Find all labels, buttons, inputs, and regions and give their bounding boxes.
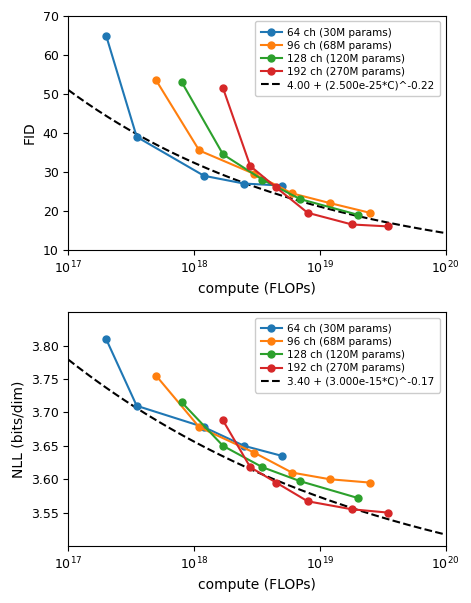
X-axis label: compute (FLOPs): compute (FLOPs) xyxy=(198,578,316,592)
128 ch (120M params) xyxy=(298,478,303,485)
4.00 + (2.500e-25*C)^-0.22 xyxy=(111,117,116,124)
96 ch (68M params) xyxy=(196,147,202,154)
64 ch (30M params) xyxy=(279,452,285,459)
4.00 + (2.500e-25*C)^-0.22 xyxy=(215,169,220,177)
192 ch (270M params) xyxy=(273,479,279,486)
128 ch (120M params) xyxy=(179,79,185,86)
64 ch (30M params) xyxy=(279,182,285,189)
128 ch (120M params) xyxy=(260,176,265,183)
192 ch (270M params) xyxy=(247,162,253,169)
192 ch (270M params) xyxy=(349,221,355,228)
192 ch (270M params) xyxy=(305,209,310,216)
192 ch (270M params) xyxy=(385,509,391,516)
96 ch (68M params) xyxy=(154,372,159,379)
192 ch (270M params) xyxy=(247,464,253,471)
4.00 + (2.500e-25*C)^-0.22 xyxy=(338,209,343,216)
64 ch (30M params) xyxy=(103,335,109,343)
3.40 + (3.000e-15*C)^-0.17 xyxy=(188,437,194,444)
Line: 64 ch (30M params): 64 ch (30M params) xyxy=(103,335,285,459)
3.40 + (3.000e-15*C)^-0.17 xyxy=(443,531,448,538)
3.40 + (3.000e-15*C)^-0.17 xyxy=(340,501,345,508)
3.40 + (3.000e-15*C)^-0.17 xyxy=(338,500,343,508)
64 ch (30M params) xyxy=(241,442,247,449)
192 ch (270M params) xyxy=(273,184,279,191)
3.40 + (3.000e-15*C)^-0.17 xyxy=(215,450,220,457)
4.00 + (2.500e-25*C)^-0.22 xyxy=(443,230,448,237)
64 ch (30M params) xyxy=(134,133,139,140)
96 ch (68M params) xyxy=(289,190,295,197)
192 ch (270M params) xyxy=(305,497,310,505)
4.00 + (2.500e-25*C)^-0.22 xyxy=(188,158,194,165)
Line: 128 ch (120M params): 128 ch (120M params) xyxy=(179,399,361,502)
Legend: 64 ch (30M params), 96 ch (68M params), 128 ch (120M params), 192 ch (270M param: 64 ch (30M params), 96 ch (68M params), … xyxy=(255,318,440,393)
192 ch (270M params) xyxy=(385,223,391,230)
128 ch (120M params) xyxy=(355,211,360,218)
Y-axis label: FID: FID xyxy=(23,122,37,144)
Line: 3.40 + (3.000e-15*C)^-0.17: 3.40 + (3.000e-15*C)^-0.17 xyxy=(68,359,446,534)
96 ch (68M params) xyxy=(327,476,333,483)
128 ch (120M params) xyxy=(355,494,360,502)
3.40 + (3.000e-15*C)^-0.17 xyxy=(303,488,309,496)
Line: 64 ch (30M params): 64 ch (30M params) xyxy=(103,32,285,189)
Line: 128 ch (120M params): 128 ch (120M params) xyxy=(179,79,361,218)
64 ch (30M params) xyxy=(201,172,207,180)
64 ch (30M params) xyxy=(134,402,139,409)
3.40 + (3.000e-15*C)^-0.17 xyxy=(65,356,71,363)
128 ch (120M params) xyxy=(260,464,265,471)
Line: 4.00 + (2.500e-25*C)^-0.22: 4.00 + (2.500e-25*C)^-0.22 xyxy=(68,90,446,233)
96 ch (68M params) xyxy=(196,423,202,431)
4.00 + (2.500e-25*C)^-0.22 xyxy=(65,86,71,93)
96 ch (68M params) xyxy=(367,209,373,216)
Line: 192 ch (270M params): 192 ch (270M params) xyxy=(219,417,392,516)
3.40 + (3.000e-15*C)^-0.17 xyxy=(111,390,116,397)
Line: 192 ch (270M params): 192 ch (270M params) xyxy=(219,84,392,230)
Line: 96 ch (68M params): 96 ch (68M params) xyxy=(153,372,374,486)
64 ch (30M params) xyxy=(103,32,109,39)
192 ch (270M params) xyxy=(220,84,226,92)
192 ch (270M params) xyxy=(349,506,355,513)
Line: 96 ch (68M params): 96 ch (68M params) xyxy=(153,77,374,216)
64 ch (30M params) xyxy=(241,180,247,187)
Legend: 64 ch (30M params), 96 ch (68M params), 128 ch (120M params), 192 ch (270M param: 64 ch (30M params), 96 ch (68M params), … xyxy=(255,21,440,96)
4.00 + (2.500e-25*C)^-0.22 xyxy=(303,199,309,206)
Y-axis label: NLL (bits/dim): NLL (bits/dim) xyxy=(11,380,25,478)
X-axis label: compute (FLOPs): compute (FLOPs) xyxy=(198,282,316,295)
96 ch (68M params) xyxy=(154,77,159,84)
128 ch (120M params) xyxy=(220,151,226,158)
96 ch (68M params) xyxy=(251,449,257,456)
96 ch (68M params) xyxy=(367,479,373,486)
96 ch (68M params) xyxy=(327,200,333,207)
96 ch (68M params) xyxy=(251,170,257,177)
128 ch (120M params) xyxy=(220,442,226,449)
96 ch (68M params) xyxy=(289,469,295,476)
192 ch (270M params) xyxy=(220,417,226,424)
128 ch (120M params) xyxy=(179,399,185,406)
64 ch (30M params) xyxy=(201,423,207,431)
4.00 + (2.500e-25*C)^-0.22 xyxy=(340,209,345,216)
128 ch (120M params) xyxy=(298,195,303,203)
